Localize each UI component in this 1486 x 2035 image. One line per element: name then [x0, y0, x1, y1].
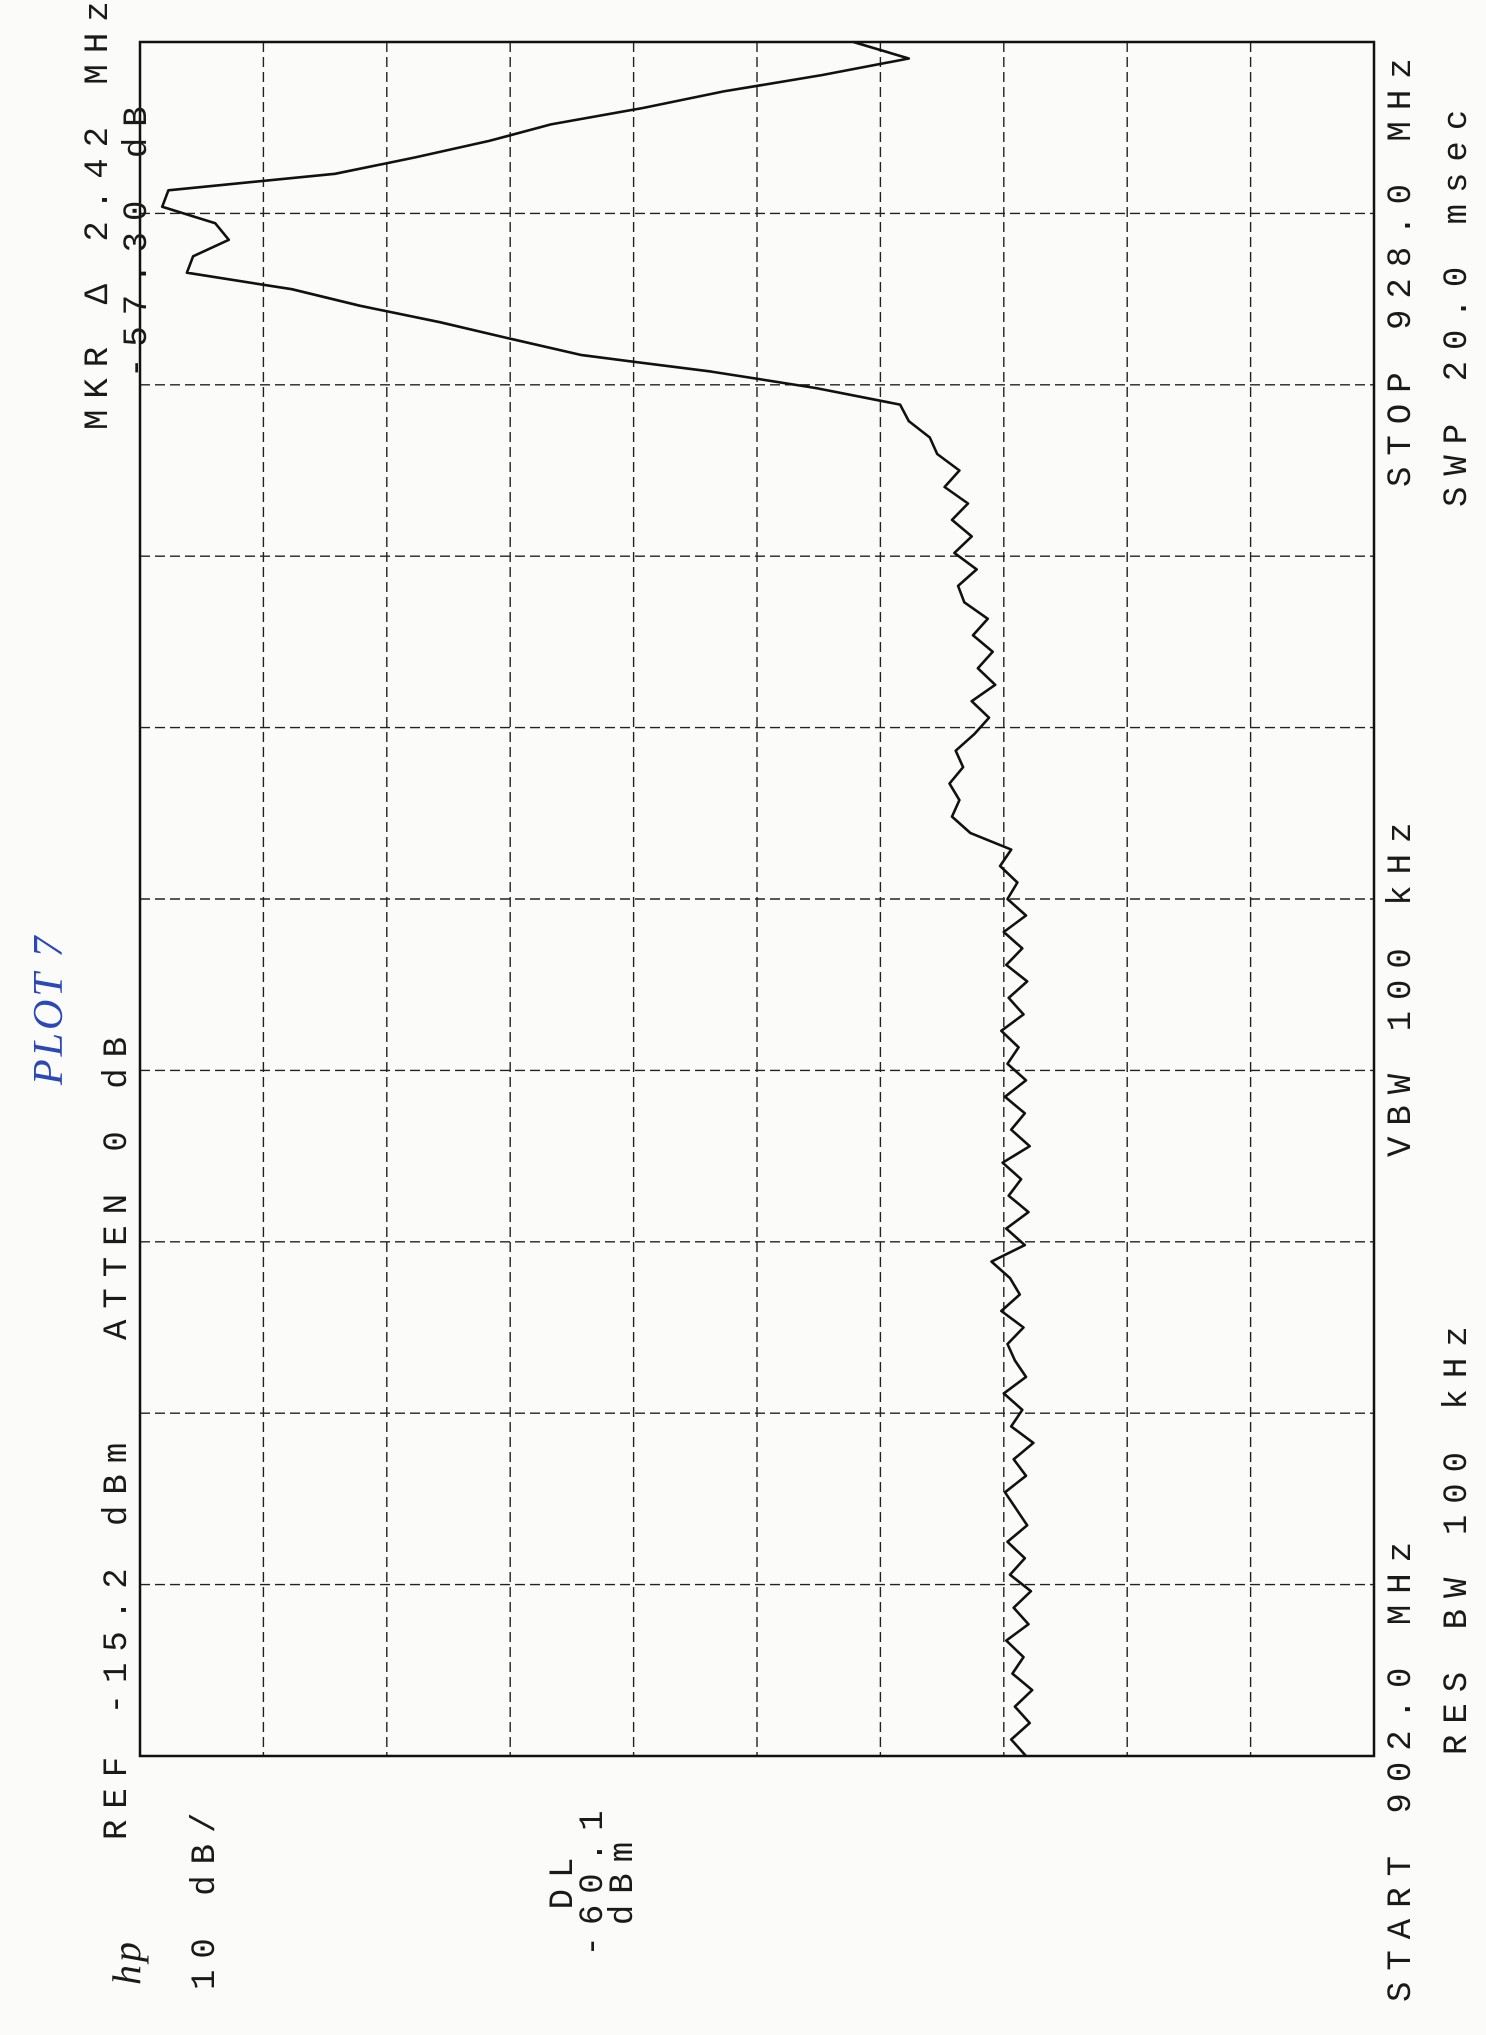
sweep-time: SWP 20.0 msec	[1439, 99, 1477, 507]
marker-delta-freq: MKR Δ 2.42 MHz	[80, 0, 118, 430]
display-line-unit: dBm	[605, 1831, 643, 1925]
marker-delta-level: -57.30 dB	[119, 95, 157, 378]
display-line-value: -60.1	[575, 1799, 613, 1956]
scale: 10 dB/	[187, 1802, 225, 1990]
handwritten-note: PLOT 7	[26, 934, 72, 1086]
start-frequency: START 902.0 MHz	[1383, 1531, 1421, 2002]
display-line-label: DL	[545, 1847, 583, 1910]
plot-frame	[138, 40, 1376, 1758]
attenuation: ATTEN 0 dB	[99, 1026, 137, 1340]
resolution-bandwidth: RES BW 100 kHz	[1439, 1315, 1477, 1755]
trace	[160, 40, 1035, 1757]
ref-level: REF -15.2 dBm	[99, 1432, 137, 1840]
logo: hp	[104, 1939, 149, 1985]
video-bandwidth: VBW 100 kHz	[1383, 812, 1421, 1157]
stop-frequency: STOP 928.0 MHz	[1383, 47, 1421, 487]
